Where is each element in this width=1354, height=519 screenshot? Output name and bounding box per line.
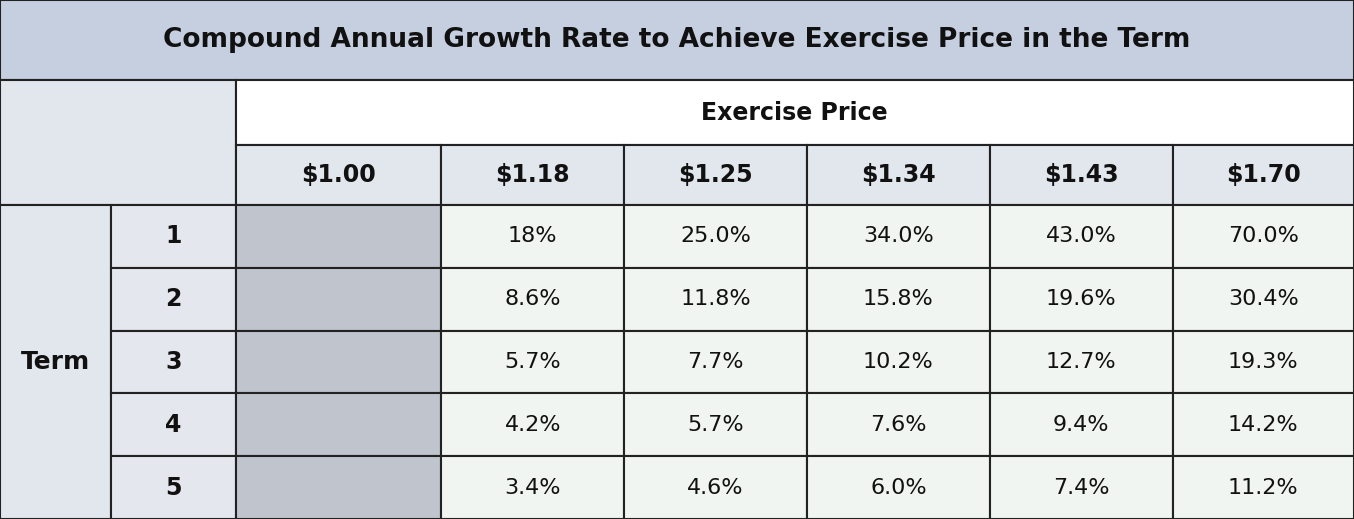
Bar	[624, 145, 807, 205]
Bar	[441, 145, 624, 205]
Text: 7.6%: 7.6%	[871, 415, 926, 435]
Bar	[807, 268, 990, 331]
Text: 25.0%: 25.0%	[680, 226, 751, 247]
Bar	[807, 456, 990, 519]
Bar	[807, 393, 990, 456]
Bar	[990, 205, 1173, 268]
Text: Term: Term	[20, 350, 91, 374]
Bar	[236, 268, 441, 331]
Text: $1.00: $1.00	[301, 163, 376, 187]
Bar	[1173, 268, 1354, 331]
Text: 10.2%: 10.2%	[862, 352, 934, 372]
Text: 1: 1	[165, 224, 181, 249]
Text: 6.0%: 6.0%	[871, 477, 926, 498]
Bar	[990, 145, 1173, 205]
Bar	[441, 331, 624, 393]
Bar	[0, 205, 111, 519]
Bar	[441, 393, 624, 456]
Bar	[807, 331, 990, 393]
Text: 18%: 18%	[508, 226, 558, 247]
Text: Exercise Price: Exercise Price	[701, 101, 888, 125]
Text: 5.7%: 5.7%	[505, 352, 561, 372]
Bar	[236, 80, 1354, 145]
Bar	[236, 331, 441, 393]
Text: 15.8%: 15.8%	[862, 289, 934, 309]
Bar	[441, 268, 624, 331]
Bar	[1173, 145, 1354, 205]
Bar	[0, 80, 236, 205]
Text: 19.3%: 19.3%	[1228, 352, 1298, 372]
Bar	[1173, 456, 1354, 519]
Bar	[111, 268, 236, 331]
Text: 11.2%: 11.2%	[1228, 477, 1298, 498]
Text: 12.7%: 12.7%	[1045, 352, 1117, 372]
Text: 43.0%: 43.0%	[1045, 226, 1117, 247]
Text: 3.4%: 3.4%	[505, 477, 561, 498]
Bar	[624, 205, 807, 268]
Bar	[111, 205, 236, 268]
Bar	[1173, 393, 1354, 456]
Text: 4.2%: 4.2%	[505, 415, 561, 435]
Bar	[1173, 205, 1354, 268]
Text: 70.0%: 70.0%	[1228, 226, 1298, 247]
Text: 7.7%: 7.7%	[688, 352, 743, 372]
Bar	[111, 393, 236, 456]
Text: 34.0%: 34.0%	[862, 226, 934, 247]
Text: $1.18: $1.18	[496, 163, 570, 187]
Bar	[441, 205, 624, 268]
Bar	[111, 456, 236, 519]
Bar	[236, 205, 441, 268]
Bar	[0, 0, 1354, 80]
Bar	[236, 393, 441, 456]
Bar	[624, 456, 807, 519]
Text: $1.43: $1.43	[1044, 163, 1118, 187]
Text: 11.8%: 11.8%	[680, 289, 751, 309]
Text: 9.4%: 9.4%	[1053, 415, 1109, 435]
Text: 4.6%: 4.6%	[688, 477, 743, 498]
Text: 19.6%: 19.6%	[1045, 289, 1117, 309]
Bar	[990, 331, 1173, 393]
Bar	[807, 205, 990, 268]
Bar	[236, 456, 441, 519]
Text: 14.2%: 14.2%	[1228, 415, 1298, 435]
Bar	[1173, 331, 1354, 393]
Text: 5.7%: 5.7%	[688, 415, 743, 435]
Text: $1.25: $1.25	[678, 163, 753, 187]
Bar	[990, 393, 1173, 456]
Bar	[441, 456, 624, 519]
Bar	[111, 331, 236, 393]
Text: $1.34: $1.34	[861, 163, 936, 187]
Bar	[990, 456, 1173, 519]
Text: 30.4%: 30.4%	[1228, 289, 1298, 309]
Text: 4: 4	[165, 413, 181, 437]
Bar	[624, 331, 807, 393]
Text: $1.70: $1.70	[1225, 163, 1301, 187]
Text: 8.6%: 8.6%	[505, 289, 561, 309]
Text: 7.4%: 7.4%	[1053, 477, 1109, 498]
Bar	[624, 268, 807, 331]
Text: Compound Annual Growth Rate to Achieve Exercise Price in the Term: Compound Annual Growth Rate to Achieve E…	[164, 27, 1190, 53]
Text: 3: 3	[165, 350, 181, 374]
Text: 2: 2	[165, 287, 181, 311]
Bar	[807, 145, 990, 205]
Text: 5: 5	[165, 475, 181, 500]
Bar	[990, 268, 1173, 331]
Bar	[624, 393, 807, 456]
Bar	[236, 145, 441, 205]
